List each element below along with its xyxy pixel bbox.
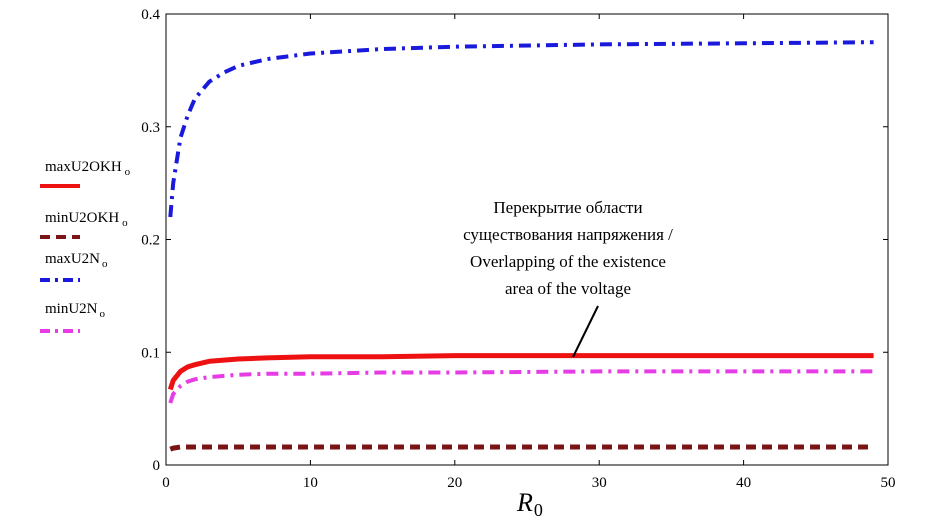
series-line-minU2OKH <box>169 444 874 452</box>
x-tick-label: 20 <box>447 475 462 491</box>
legend-label-maxU2OKH: maxU2OKH <box>45 159 122 175</box>
legend-entry-maxU2OKH: maxU2OKH o <box>40 159 131 188</box>
x-axis-title-main: R <box>516 488 533 517</box>
annotation-line-4: area of the voltage <box>505 279 631 298</box>
y-tick-label: 0.4 <box>141 7 160 23</box>
y-tick-label: 0.1 <box>141 345 160 361</box>
legend-sub-minU2N: o <box>100 308 106 320</box>
series-line-maxU2N <box>168 40 874 218</box>
annotation: Перекрытие области существования напряже… <box>463 198 673 358</box>
annotation-line-3: Overlapping of the existence <box>470 252 666 271</box>
y-tick-label: 0.3 <box>141 120 160 136</box>
x-tick-label: 40 <box>736 475 751 491</box>
annotation-line-1: Перекрытие области <box>493 198 642 217</box>
x-tick-label: 10 <box>303 475 318 491</box>
legend: maxU2OKH o minU2OKH o maxU2N o minU2N o <box>40 159 131 333</box>
y-tick-label: 0.2 <box>141 233 160 249</box>
legend-label-minU2OKH: minU2OKH <box>45 210 119 226</box>
legend-label-maxU2N: maxU2N <box>45 251 100 267</box>
x-axis-title: R0 <box>516 488 543 520</box>
x-axis-title-sub: 0 <box>534 500 543 520</box>
series-line-minU2N <box>168 369 874 404</box>
legend-entry-minU2N: minU2N o <box>40 301 106 333</box>
annotation-pointer <box>572 305 599 358</box>
x-tick-label: 0 <box>162 475 170 491</box>
series-line-maxU2OKH <box>167 353 874 391</box>
legend-sub-minU2OKH: o <box>122 217 128 229</box>
legend-sub-maxU2N: o <box>102 258 108 270</box>
x-tick-label: 30 <box>592 475 607 491</box>
legend-label-minU2N: minU2N <box>45 301 98 317</box>
annotation-line-2: существования напряжения / <box>463 225 673 244</box>
legend-entry-maxU2N: maxU2N o <box>40 251 108 282</box>
legend-sub-maxU2OKH: o <box>125 166 131 178</box>
legend-entry-minU2OKH: minU2OKH o <box>40 210 128 239</box>
x-tick-label: 50 <box>881 475 896 491</box>
series-layer <box>167 40 874 452</box>
y-tick-label: 0 <box>153 458 161 474</box>
axis-ticks: 0 10 20 30 40 50 0 0.1 0.2 0.3 0.4 <box>141 7 895 491</box>
